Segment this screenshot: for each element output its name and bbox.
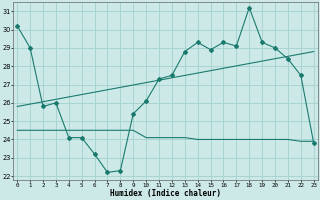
X-axis label: Humidex (Indice chaleur): Humidex (Indice chaleur) bbox=[110, 189, 221, 198]
